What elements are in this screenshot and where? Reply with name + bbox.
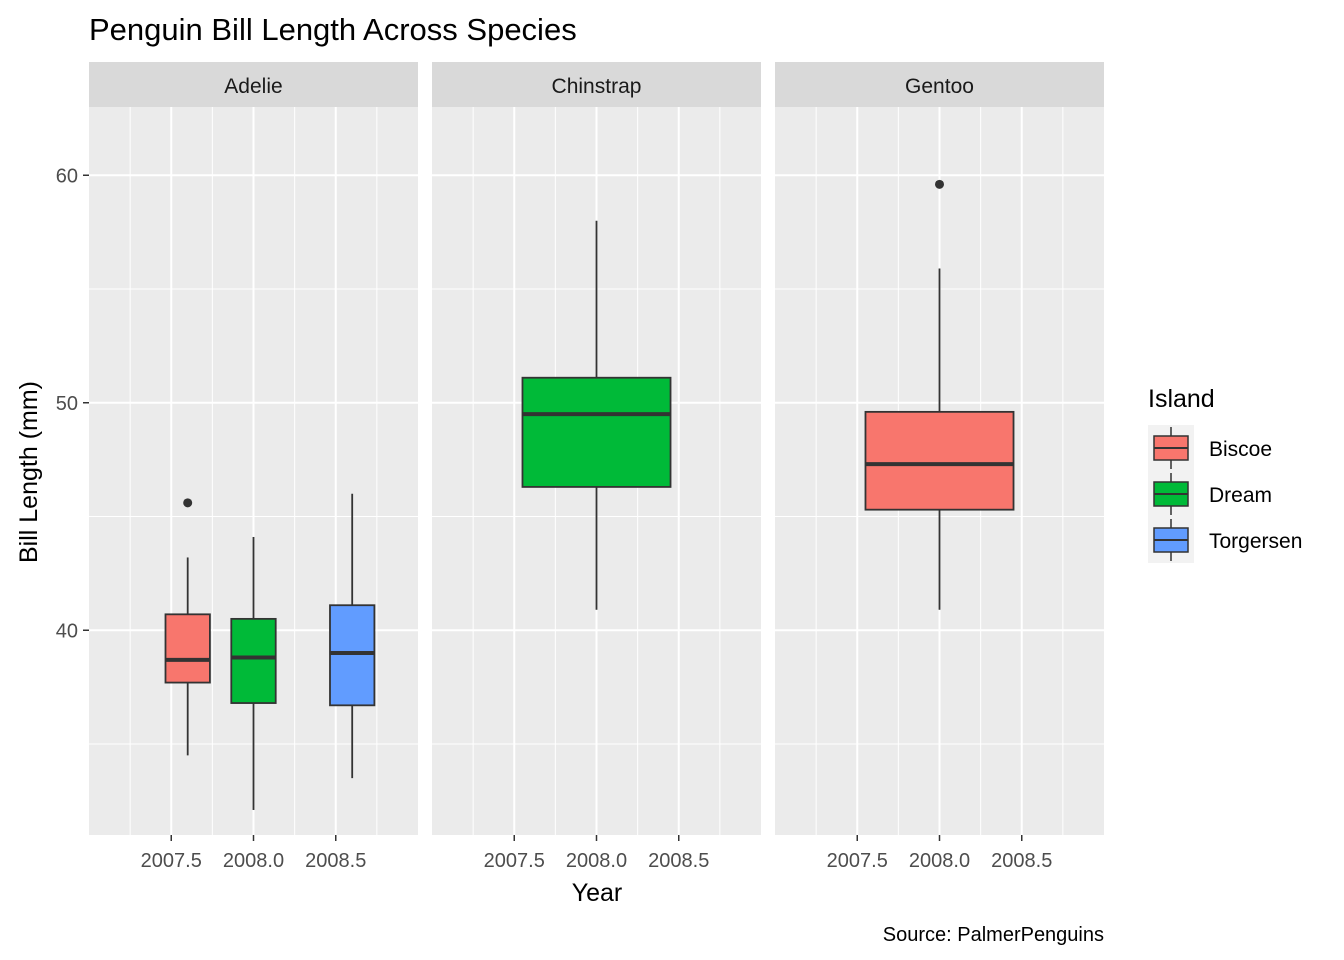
x-tick-label: 2008.0 xyxy=(909,850,970,872)
box-iqr xyxy=(329,604,376,707)
legend-label: Biscoe xyxy=(1209,438,1272,461)
caption: Source: PalmerPenguins xyxy=(883,924,1104,946)
box-iqr xyxy=(864,410,1015,511)
legend-item-dream: Dream xyxy=(1148,471,1272,517)
y-tick-label: 40 xyxy=(56,620,78,642)
y-axis-title: Bill Length (mm) xyxy=(15,381,43,563)
legend-label: Torgersen xyxy=(1209,530,1302,553)
outlier-point xyxy=(183,498,193,508)
legend-label: Dream xyxy=(1209,484,1272,507)
box-adelie-dream xyxy=(230,536,277,810)
box-adelie-biscoe xyxy=(164,498,211,756)
box-gentoo-biscoe xyxy=(864,179,1015,610)
x-tick-label: 2007.5 xyxy=(484,850,545,872)
facet-panel-chinstrap: Chinstrap 2007.5 2008.0 2008.5 xyxy=(432,62,761,872)
box-chinstrap-dream xyxy=(521,220,672,610)
facet-panels: Adelie 2007.5 2008.0 2008.5 Chinstrap 2007.5 2… xyxy=(89,62,1104,872)
x-tick-label: 2008.5 xyxy=(648,850,709,872)
x-tick-label: 2007.5 xyxy=(141,850,202,872)
facet-strip xyxy=(775,62,1104,107)
box-iqr xyxy=(521,376,672,488)
facet-strip-label: Chinstrap xyxy=(552,75,642,98)
legend: Island Biscoe Dream Torgersen xyxy=(1148,385,1302,563)
box-iqr xyxy=(164,613,211,684)
facet-strip-label: Gentoo xyxy=(905,75,974,98)
facet-strip xyxy=(432,62,761,107)
facet-panel-adelie: Adelie 2007.5 2008.0 2008.5 xyxy=(89,62,418,872)
y-tick-label: 50 xyxy=(56,393,78,415)
x-tick-label: 2007.5 xyxy=(827,850,888,872)
x-tick-label: 2008.0 xyxy=(223,850,284,872)
facet-strip-label: Adelie xyxy=(224,75,282,98)
legend-item-biscoe: Biscoe xyxy=(1148,425,1272,471)
y-axis: 40 50 60 xyxy=(56,165,89,642)
box-adelie-torgersen xyxy=(329,493,376,779)
x-tick-label: 2008.5 xyxy=(991,850,1052,872)
chart-title: Penguin Bill Length Across Species xyxy=(89,12,577,47)
facet-strip xyxy=(89,62,418,107)
legend-item-torgersen: Torgersen xyxy=(1148,517,1302,563)
x-axis-title: Year xyxy=(572,879,623,907)
facet-panel-gentoo: Gentoo 2007.5 2008.0 2008.5 xyxy=(775,62,1104,872)
legend-title: Island xyxy=(1148,385,1215,413)
box-iqr xyxy=(230,617,277,704)
x-tick-label: 2008.0 xyxy=(566,850,627,872)
y-tick-label: 60 xyxy=(56,165,78,187)
x-tick-label: 2008.5 xyxy=(305,850,366,872)
outlier-point xyxy=(935,179,944,189)
